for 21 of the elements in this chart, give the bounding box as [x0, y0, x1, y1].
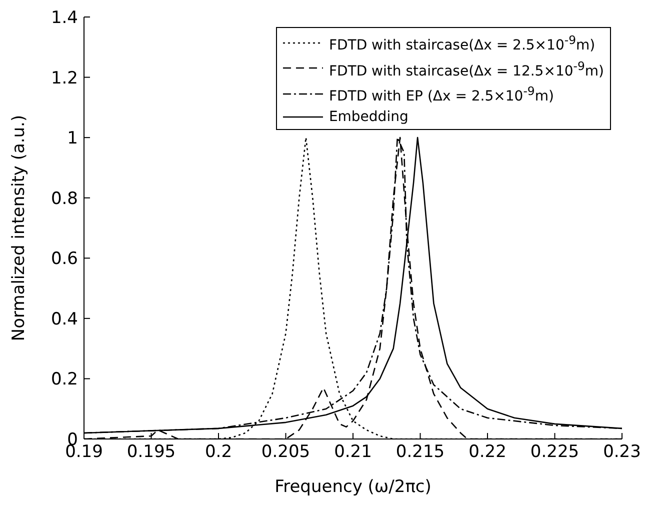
x-tick-label: 0.23 [603, 442, 641, 462]
y-tick-label: 0.4 [50, 309, 78, 330]
x-tick-label: 0.205 [261, 442, 310, 462]
x-axis-title: Frequency (ω/2πc) [274, 477, 432, 497]
x-tick-label: 0.215 [396, 442, 445, 462]
x-tick-label: 0.2 [204, 442, 232, 462]
legend-label: FDTD with staircase(Δx = 2.5×10$^{-9}$m) [328, 32, 596, 56]
x-tick-label: 0.22 [468, 442, 506, 462]
x-tick-label: 0.195 [126, 442, 176, 462]
y-tick-label: 1.2 [50, 68, 78, 88]
x-tick-label: 0.225 [530, 442, 580, 462]
legend-label: FDTD with EP (Δx = 2.5×10$^{-9}$m) [328, 83, 554, 107]
y-tick-label: 1 [67, 128, 78, 149]
x-tick-label: 0.21 [334, 442, 372, 462]
y-axis-title: Normalized intensity (a.u.) [9, 114, 30, 342]
y-tick-label: 1.4 [50, 8, 78, 28]
y-tick-label: 0.2 [50, 370, 78, 390]
legend-label: FDTD with staircase(Δx = 12.5×10$^{-9}$m) [328, 58, 604, 82]
legend-label: Embedding [328, 108, 408, 127]
y-tick-label: 0.6 [50, 249, 78, 270]
y-tick-label: 0.8 [50, 188, 78, 209]
